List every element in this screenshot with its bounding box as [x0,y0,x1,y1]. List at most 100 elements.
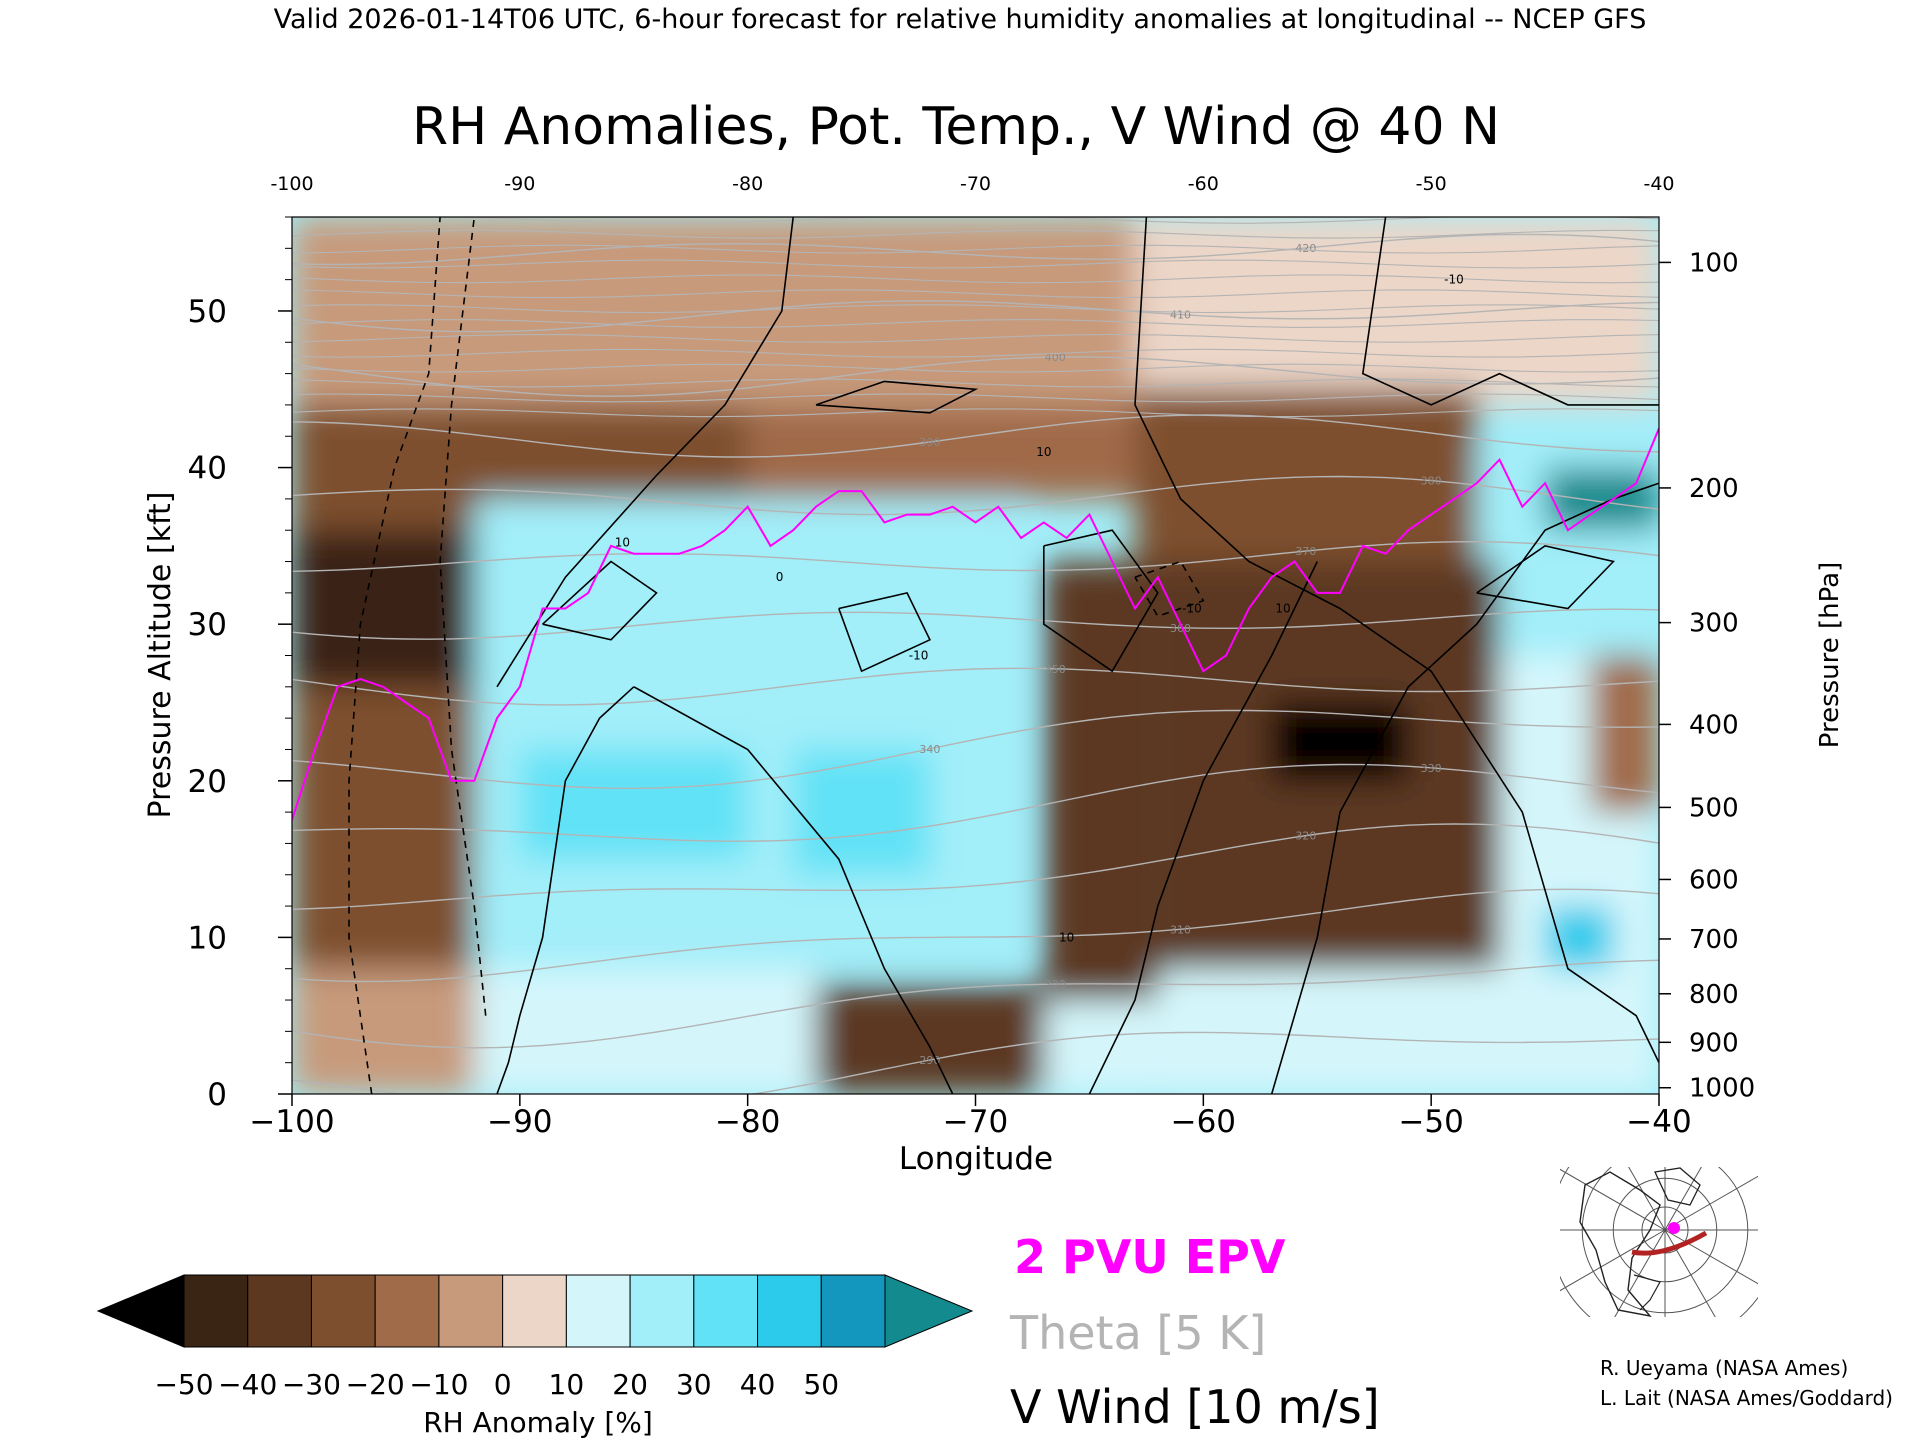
inset-meridian [1560,1168,1666,1231]
inset-map-body [1560,1167,1758,1317]
colorbar-tick-label: −20 [346,1368,405,1401]
theta-contour-upper [292,244,1659,254]
rh-region [292,530,486,687]
theta-contour [292,763,1659,842]
top-tick-label: -60 [1188,173,1219,195]
colorbar-tick-label: −10 [409,1368,468,1401]
colorbar-segment [820,1274,886,1348]
theta-contour [292,540,1659,572]
colorbar-tick-label: 30 [676,1368,712,1401]
theta-contour [292,233,1659,266]
colorbar-segment [629,1274,695,1348]
theta-contour [292,608,1659,640]
pressure-axis-label: Pressure [hPa] [1815,562,1845,749]
rh-region [747,404,1135,499]
rh-region [1043,1000,1158,1094]
x-tick-label: −60 [1171,1104,1236,1140]
legend: 2 PVU EPV Theta [5 K] V Wind [10 m/s] [1009,1230,1380,1434]
theta-label: 370 [1295,545,1316,558]
vwind-label: -10 [1444,273,1464,287]
theta-contour-upper [292,363,1659,373]
colorbar-label: RH Anomaly [%] [423,1406,653,1439]
theta-label: 310 [1170,923,1191,936]
credit-line-2: L. Lait (NASA Ames/Goddard) [1600,1386,1893,1410]
theta-contour-upper [292,304,1659,314]
y-tick-label: 50 [188,294,227,330]
valid-line: Valid 2026-01-14T06 UTC, 6-hour forecast… [274,4,1647,35]
theta-contour [292,300,1659,333]
theta-label: 360 [1170,622,1191,635]
theta-contour [292,823,1659,910]
theta-contour [292,414,1659,458]
x-tick-label: −70 [943,1104,1008,1140]
colorbar-tick-label: 20 [612,1368,648,1401]
right-axis: 1000 900 800 700 600 500 400 300 200 100 [1659,248,1755,1104]
plot-area: 2903003103203303403503603703803904004104… [292,217,1659,1094]
top-tick-label: -70 [960,173,991,195]
theta-contour-upper [292,378,1659,388]
pressure-tick-label: 600 [1689,865,1739,895]
vwind-contour [815,380,979,414]
theta-label: 300 [1045,978,1066,991]
top-tick-label: -100 [270,173,313,195]
vwind-negative-contour [348,217,441,1094]
colorbar-tick-label: −40 [218,1368,277,1401]
inset-meridian [1664,1175,1758,1231]
pressure-tick-label: 400 [1689,710,1739,740]
colorbar-segment [374,1274,440,1348]
rh-region [565,217,1135,405]
y-tick-label: 20 [188,764,227,800]
theta-contour [292,1031,1659,1094]
x-tick-label: −50 [1398,1104,1463,1140]
theta-contour [292,888,1659,983]
colorbar-segment [565,1274,631,1348]
inset-map [1560,1167,1758,1317]
theta-label: 380 [1421,475,1442,488]
x-tick-label: −40 [1626,1104,1691,1140]
theta-contour-upper [292,393,1659,403]
vwind-contour [1134,217,1659,1064]
y-tick-label: 40 [188,451,227,487]
rh-region [474,498,1022,969]
epv-line [292,428,1659,821]
vwind-contour [1361,217,1659,406]
legend-theta: Theta [5 K] [1009,1306,1266,1360]
rh-region [474,968,817,1094]
theta-label: 350 [1045,663,1066,676]
theta-contour [292,667,1659,706]
vwind-label: 10 [1036,445,1051,459]
pressure-tick-label: 800 [1689,980,1739,1010]
pressure-tick-label: 100 [1689,248,1739,278]
inset-coastline [1579,1171,1661,1317]
top-tick-label: -40 [1643,173,1674,195]
top-tick-label: -80 [732,173,763,195]
vwind-contour [542,560,658,641]
inset-bounds [1560,1167,1758,1317]
rh-region [519,749,748,860]
credit-line-1: R. Ueyama (NASA Ames) [1600,1356,1848,1380]
vwind-contour [1088,561,1319,1094]
rh-region [292,968,475,1094]
theta-label: 340 [919,743,940,756]
x-tick-label: −80 [715,1104,780,1140]
inset-longitude-track [1631,1230,1708,1256]
theta-contour-upper [292,348,1659,358]
pressure-tick-label: 200 [1689,474,1739,504]
vwind-negative-contour [439,217,487,1016]
colorbar-segment [693,1274,759,1348]
inset-meridian [1664,1229,1716,1317]
vwind-contour [496,217,794,688]
colorbar-tick-label: −30 [282,1368,341,1401]
colorbar: −50 −40 −30 −20 −10 0 10 20 30 40 50 [96,1274,974,1401]
rh-region [292,686,475,969]
pressure-tick-label: 500 [1689,793,1739,823]
colorbar-segment [183,1274,249,1348]
vwind-contour [838,591,931,673]
pressure-tick-label: 1000 [1689,1074,1755,1104]
theta-contour [292,709,1659,790]
inset-location-marker [1668,1222,1680,1234]
theta-label: 420 [1295,242,1316,255]
rh-region [793,749,930,875]
